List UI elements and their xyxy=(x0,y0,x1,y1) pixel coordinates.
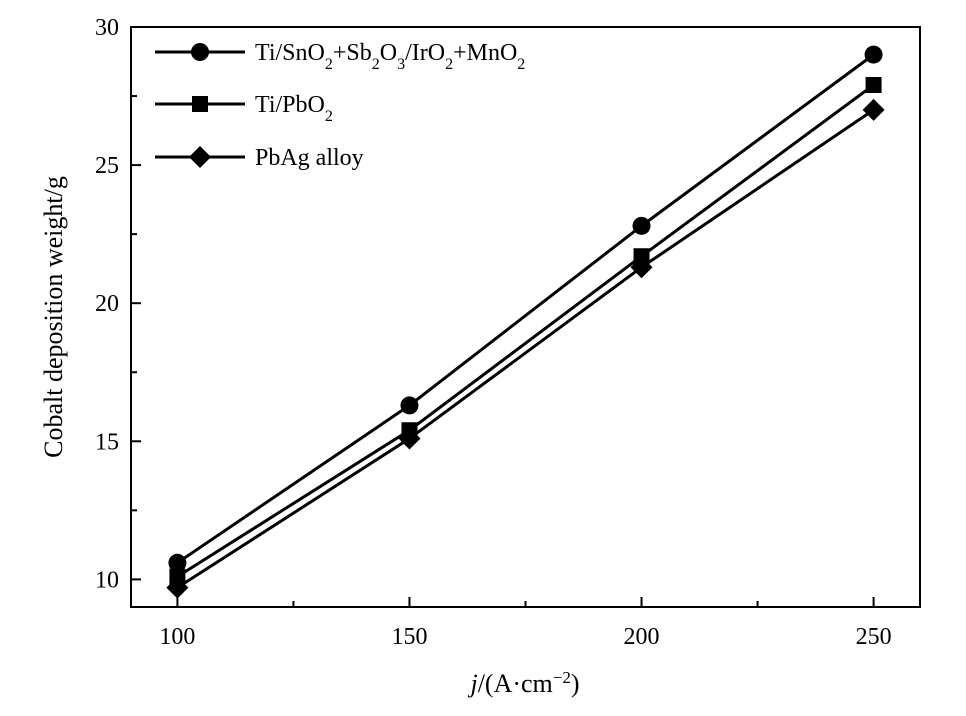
series-line xyxy=(176,108,875,589)
legend-item: Ti/SnO2+Sb2O3/IrO2+MnO2 xyxy=(155,40,525,73)
data-point-diamond xyxy=(166,576,189,599)
data-point-diamond xyxy=(630,256,653,279)
y-tick-label: 15 xyxy=(95,429,119,455)
x-tick-label: 150 xyxy=(391,624,427,650)
y-tick-label: 10 xyxy=(95,567,119,593)
series-circle xyxy=(168,45,883,572)
y-axis-title: Cobalt deposition weight/g xyxy=(39,176,68,458)
legend-label: Ti/PbO2 xyxy=(255,92,333,125)
data-point-diamond xyxy=(862,98,885,121)
data-point-circle xyxy=(400,396,419,415)
series-line xyxy=(176,53,875,565)
y-tick-label: 20 xyxy=(95,291,119,317)
series-square xyxy=(169,77,882,585)
legend-marker xyxy=(192,96,208,112)
data-point-circle xyxy=(168,553,187,572)
x-tick-label: 100 xyxy=(159,624,195,650)
legend-label: PbAg alloy xyxy=(255,145,364,171)
legend-marker xyxy=(189,146,211,168)
data-point-square xyxy=(169,568,186,585)
y-tick-label: 30 xyxy=(95,15,119,41)
x-tick-label: 200 xyxy=(624,624,660,650)
legend-item: Ti/PbO2 xyxy=(155,92,333,125)
data-point-circle xyxy=(864,45,883,64)
data-point-square xyxy=(633,248,650,265)
legend-marker xyxy=(191,43,209,61)
ticks: 100 150 200 250 10 15 20 25 30 xyxy=(95,15,892,650)
legend: Ti/SnO2+Sb2O3/IrO2+MnO2 Ti/PbO2 PbAg alloy xyxy=(155,40,525,171)
series-layer xyxy=(166,45,885,599)
x-axis-title: j/(A·cm−2) xyxy=(467,668,579,699)
series-diamond xyxy=(166,98,885,599)
series-line xyxy=(176,83,875,578)
data-point-circle xyxy=(632,216,651,235)
data-point-square xyxy=(865,77,882,93)
legend-item: PbAg alloy xyxy=(155,145,364,171)
legend-label: Ti/SnO2+Sb2O3/IrO2+MnO2 xyxy=(255,40,525,73)
y-tick-label: 25 xyxy=(95,153,119,179)
data-point-diamond xyxy=(398,427,421,450)
x-tick-label: 250 xyxy=(856,624,892,650)
